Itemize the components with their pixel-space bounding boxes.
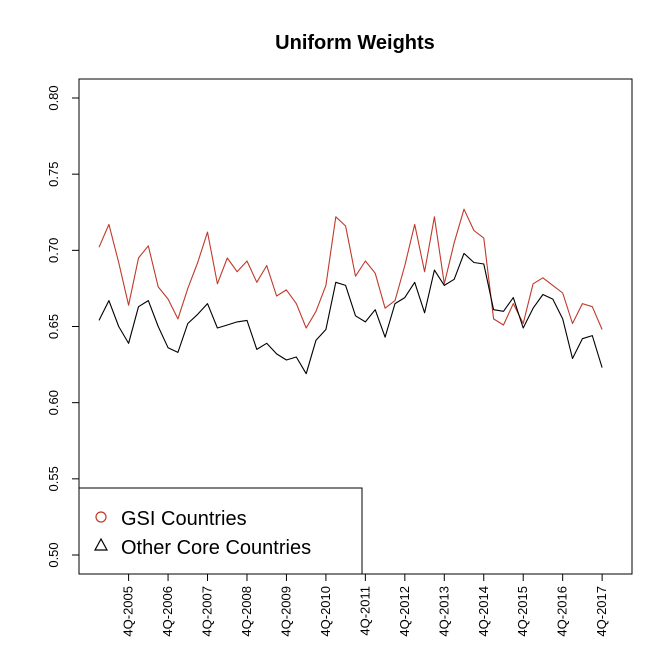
- x-tick-label: 4Q-2013: [436, 586, 451, 637]
- y-axis: 0.50 0.55 0.60 0.65 0.70 0.75 0.80: [46, 85, 80, 568]
- y-tick-label: 0.80: [46, 85, 61, 110]
- x-tick-label: 4Q-2006: [160, 586, 175, 637]
- x-tick-label: 4Q-2009: [278, 586, 293, 637]
- y-tick-label: 0.60: [46, 390, 61, 415]
- y-tick-label: 0.75: [46, 162, 61, 187]
- x-tick-label: 4Q-2015: [515, 586, 530, 637]
- series-layer: [98, 208, 603, 375]
- legend-box: [78, 487, 363, 575]
- x-tick-label: 4Q-2008: [239, 586, 254, 637]
- y-tick-label: 0.50: [46, 542, 61, 567]
- x-tick-label: 4Q-2017: [594, 586, 609, 637]
- x-tick-label: 4Q-2011: [357, 586, 372, 636]
- x-tick-label: 4Q-2005: [121, 586, 136, 637]
- legend-label-gsi: GSI Countries: [121, 508, 247, 530]
- y-tick-label: 0.55: [46, 466, 61, 491]
- legend-label-other: Other Core Countries: [121, 537, 311, 559]
- x-tick-label: 4Q-2010: [318, 586, 333, 637]
- legend-marker-other: [93, 537, 109, 551]
- x-tick-label: 4Q-2012: [397, 586, 412, 637]
- series-line-gsi: [98, 208, 603, 330]
- series-line-other-core: [98, 252, 603, 375]
- y-tick-label: 0.65: [46, 314, 61, 339]
- y-tick-label: 0.70: [46, 238, 61, 263]
- chart-title: Uniform Weights: [275, 32, 435, 54]
- x-tick-label: 4Q-2014: [476, 586, 491, 637]
- x-tick-label: 4Q-2016: [555, 586, 570, 637]
- x-tick-label: 4Q-2007: [200, 586, 215, 637]
- legend: GSI Countries Other Core Countries: [78, 487, 363, 575]
- x-axis: 4Q-2005 4Q-2006 4Q-2007 4Q-2008 4Q-2009 4Q-20…: [121, 573, 609, 637]
- legend-marker-gsi: [95, 511, 107, 523]
